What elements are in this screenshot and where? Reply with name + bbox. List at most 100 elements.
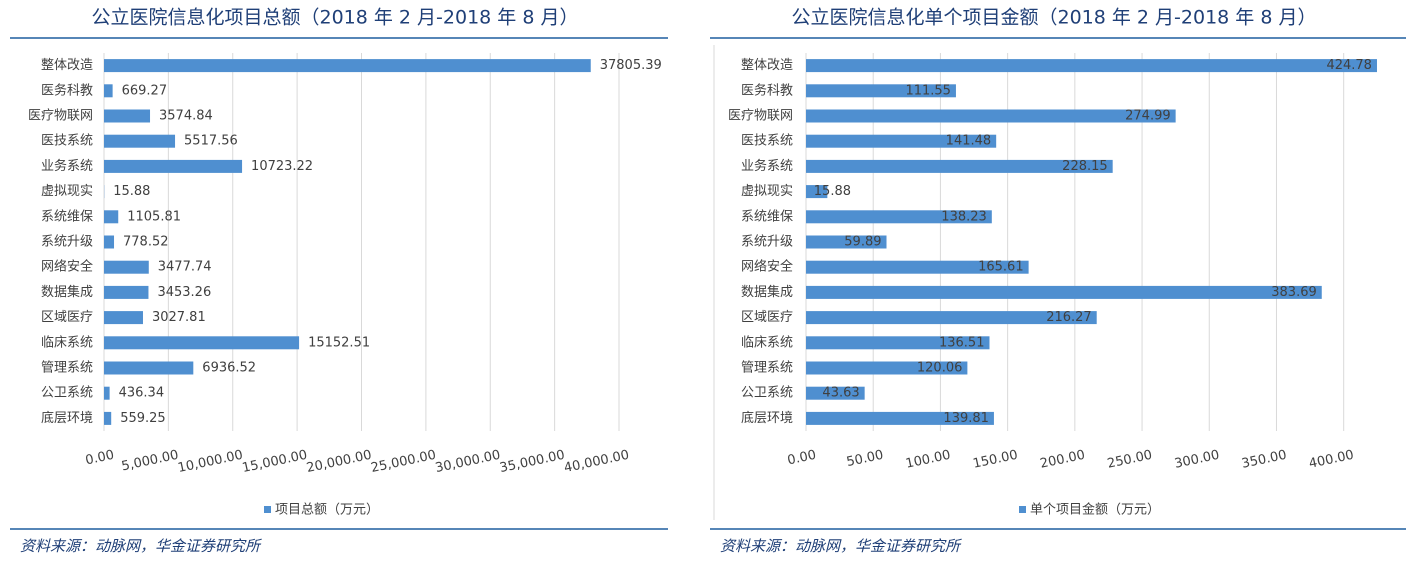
category-label: 医疗物联网 <box>28 109 93 124</box>
value-label: 165.61 <box>978 260 1024 275</box>
value-label: 3027.81 <box>152 310 206 325</box>
category-label: 医技系统 <box>41 134 93 149</box>
x-tick-label: 5,000.00 <box>120 448 180 475</box>
category-label: 医疗物联网 <box>728 109 793 124</box>
bar <box>104 134 176 148</box>
x-tick-label: 0.00 <box>786 448 817 469</box>
legend-swatch <box>1019 506 1026 513</box>
category-label: 医务科教 <box>41 82 93 98</box>
category-label: 底层环境 <box>741 410 793 426</box>
x-tick-label: 350.00 <box>1240 448 1288 472</box>
x-tick-label: 200.00 <box>1039 448 1087 472</box>
bar <box>104 109 151 123</box>
bar <box>806 411 994 425</box>
value-label: 15.88 <box>814 184 851 199</box>
category-label: 虚拟现实 <box>41 184 93 199</box>
category-label: 系统维保 <box>741 209 793 224</box>
x-tick-label: 25,000.00 <box>370 448 438 476</box>
category-label: 虚拟现实 <box>741 184 793 199</box>
value-label: 10723.22 <box>251 159 313 174</box>
bar <box>806 84 956 98</box>
category-label: 公卫系统 <box>41 386 93 401</box>
legend-label: 单个项目金额（万元） <box>1030 502 1160 518</box>
value-label: 141.48 <box>946 134 992 149</box>
value-label: 6936.52 <box>202 361 256 376</box>
category-label: 医务科教 <box>741 82 793 98</box>
value-label: 139.81 <box>943 411 989 426</box>
value-label: 424.78 <box>1326 58 1372 73</box>
x-tick-label: 400.00 <box>1308 448 1356 472</box>
category-label: 底层环境 <box>41 410 93 426</box>
category-label: 临床系统 <box>741 335 793 350</box>
category-label: 系统维保 <box>41 209 93 224</box>
value-label: 778.52 <box>123 235 168 250</box>
value-label: 3477.74 <box>158 260 212 275</box>
category-label: 数据集成 <box>741 284 793 300</box>
x-tick-label: 150.00 <box>972 448 1020 472</box>
x-tick-label: 0.00 <box>84 448 115 469</box>
category-label: 业务系统 <box>741 158 793 174</box>
bar <box>806 159 1113 173</box>
x-tick-label: 30,000.00 <box>434 448 502 476</box>
category-label: 系统升级 <box>741 235 793 250</box>
legend-label: 项目总额（万元） <box>275 503 379 518</box>
bar <box>104 59 591 73</box>
category-label: 公卫系统 <box>741 386 793 401</box>
value-label: 383.69 <box>1271 285 1317 300</box>
bar <box>806 235 887 249</box>
category-label: 网络安全 <box>741 259 793 275</box>
bar <box>104 84 113 98</box>
x-tick-label: 100.00 <box>904 448 952 472</box>
bar <box>806 134 997 148</box>
category-label: 数据集成 <box>41 284 93 300</box>
value-label: 15152.51 <box>308 335 370 350</box>
bar <box>806 59 1377 73</box>
bar <box>104 210 119 224</box>
x-tick-label: 15,000.00 <box>241 448 309 476</box>
bar <box>806 386 865 400</box>
bar <box>104 411 112 425</box>
value-label: 136.51 <box>939 335 985 350</box>
bar <box>806 210 992 224</box>
source: 资料来源：动脉网，华金证券研究所 <box>20 537 262 555</box>
value-label: 138.23 <box>941 209 987 224</box>
x-tick-label: 20,000.00 <box>305 448 373 476</box>
x-tick-label: 300.00 <box>1173 448 1221 472</box>
x-tick-label: 35,000.00 <box>498 448 566 476</box>
value-label: 436.34 <box>119 386 165 401</box>
category-label: 网络安全 <box>41 259 93 275</box>
value-label: 59.89 <box>844 235 881 250</box>
value-label: 669.27 <box>122 83 168 98</box>
value-label: 3453.26 <box>157 285 211 300</box>
bar <box>104 311 143 325</box>
value-label: 216.27 <box>1046 310 1092 325</box>
category-label: 管理系统 <box>741 361 793 376</box>
value-label: 1105.81 <box>127 209 181 224</box>
category-label: 临床系统 <box>41 335 93 350</box>
bar <box>104 361 194 375</box>
category-label: 区域医疗 <box>741 310 793 325</box>
category-label: 管理系统 <box>41 361 93 376</box>
value-label: 37805.39 <box>600 58 662 73</box>
value-label: 3574.84 <box>159 109 213 124</box>
bar <box>104 260 149 274</box>
value-label: 15.88 <box>113 184 150 199</box>
value-label: 120.06 <box>917 361 963 376</box>
value-label: 559.25 <box>120 411 166 426</box>
value-label: 5517.56 <box>184 134 238 149</box>
category-label: 整体改造 <box>741 58 793 73</box>
bar <box>104 386 110 400</box>
bar <box>806 336 990 350</box>
bar <box>104 336 300 350</box>
value-label: 274.99 <box>1125 109 1171 124</box>
bar <box>806 185 828 199</box>
category-label: 系统升级 <box>41 235 93 250</box>
bar <box>806 311 1097 325</box>
x-tick-label: 250.00 <box>1106 448 1154 472</box>
bar <box>806 109 1176 123</box>
category-label: 区域医疗 <box>41 310 93 325</box>
category-label: 整体改造 <box>41 58 93 73</box>
value-label: 228.15 <box>1062 159 1108 174</box>
category-label: 医技系统 <box>741 134 793 149</box>
bar <box>104 159 243 173</box>
